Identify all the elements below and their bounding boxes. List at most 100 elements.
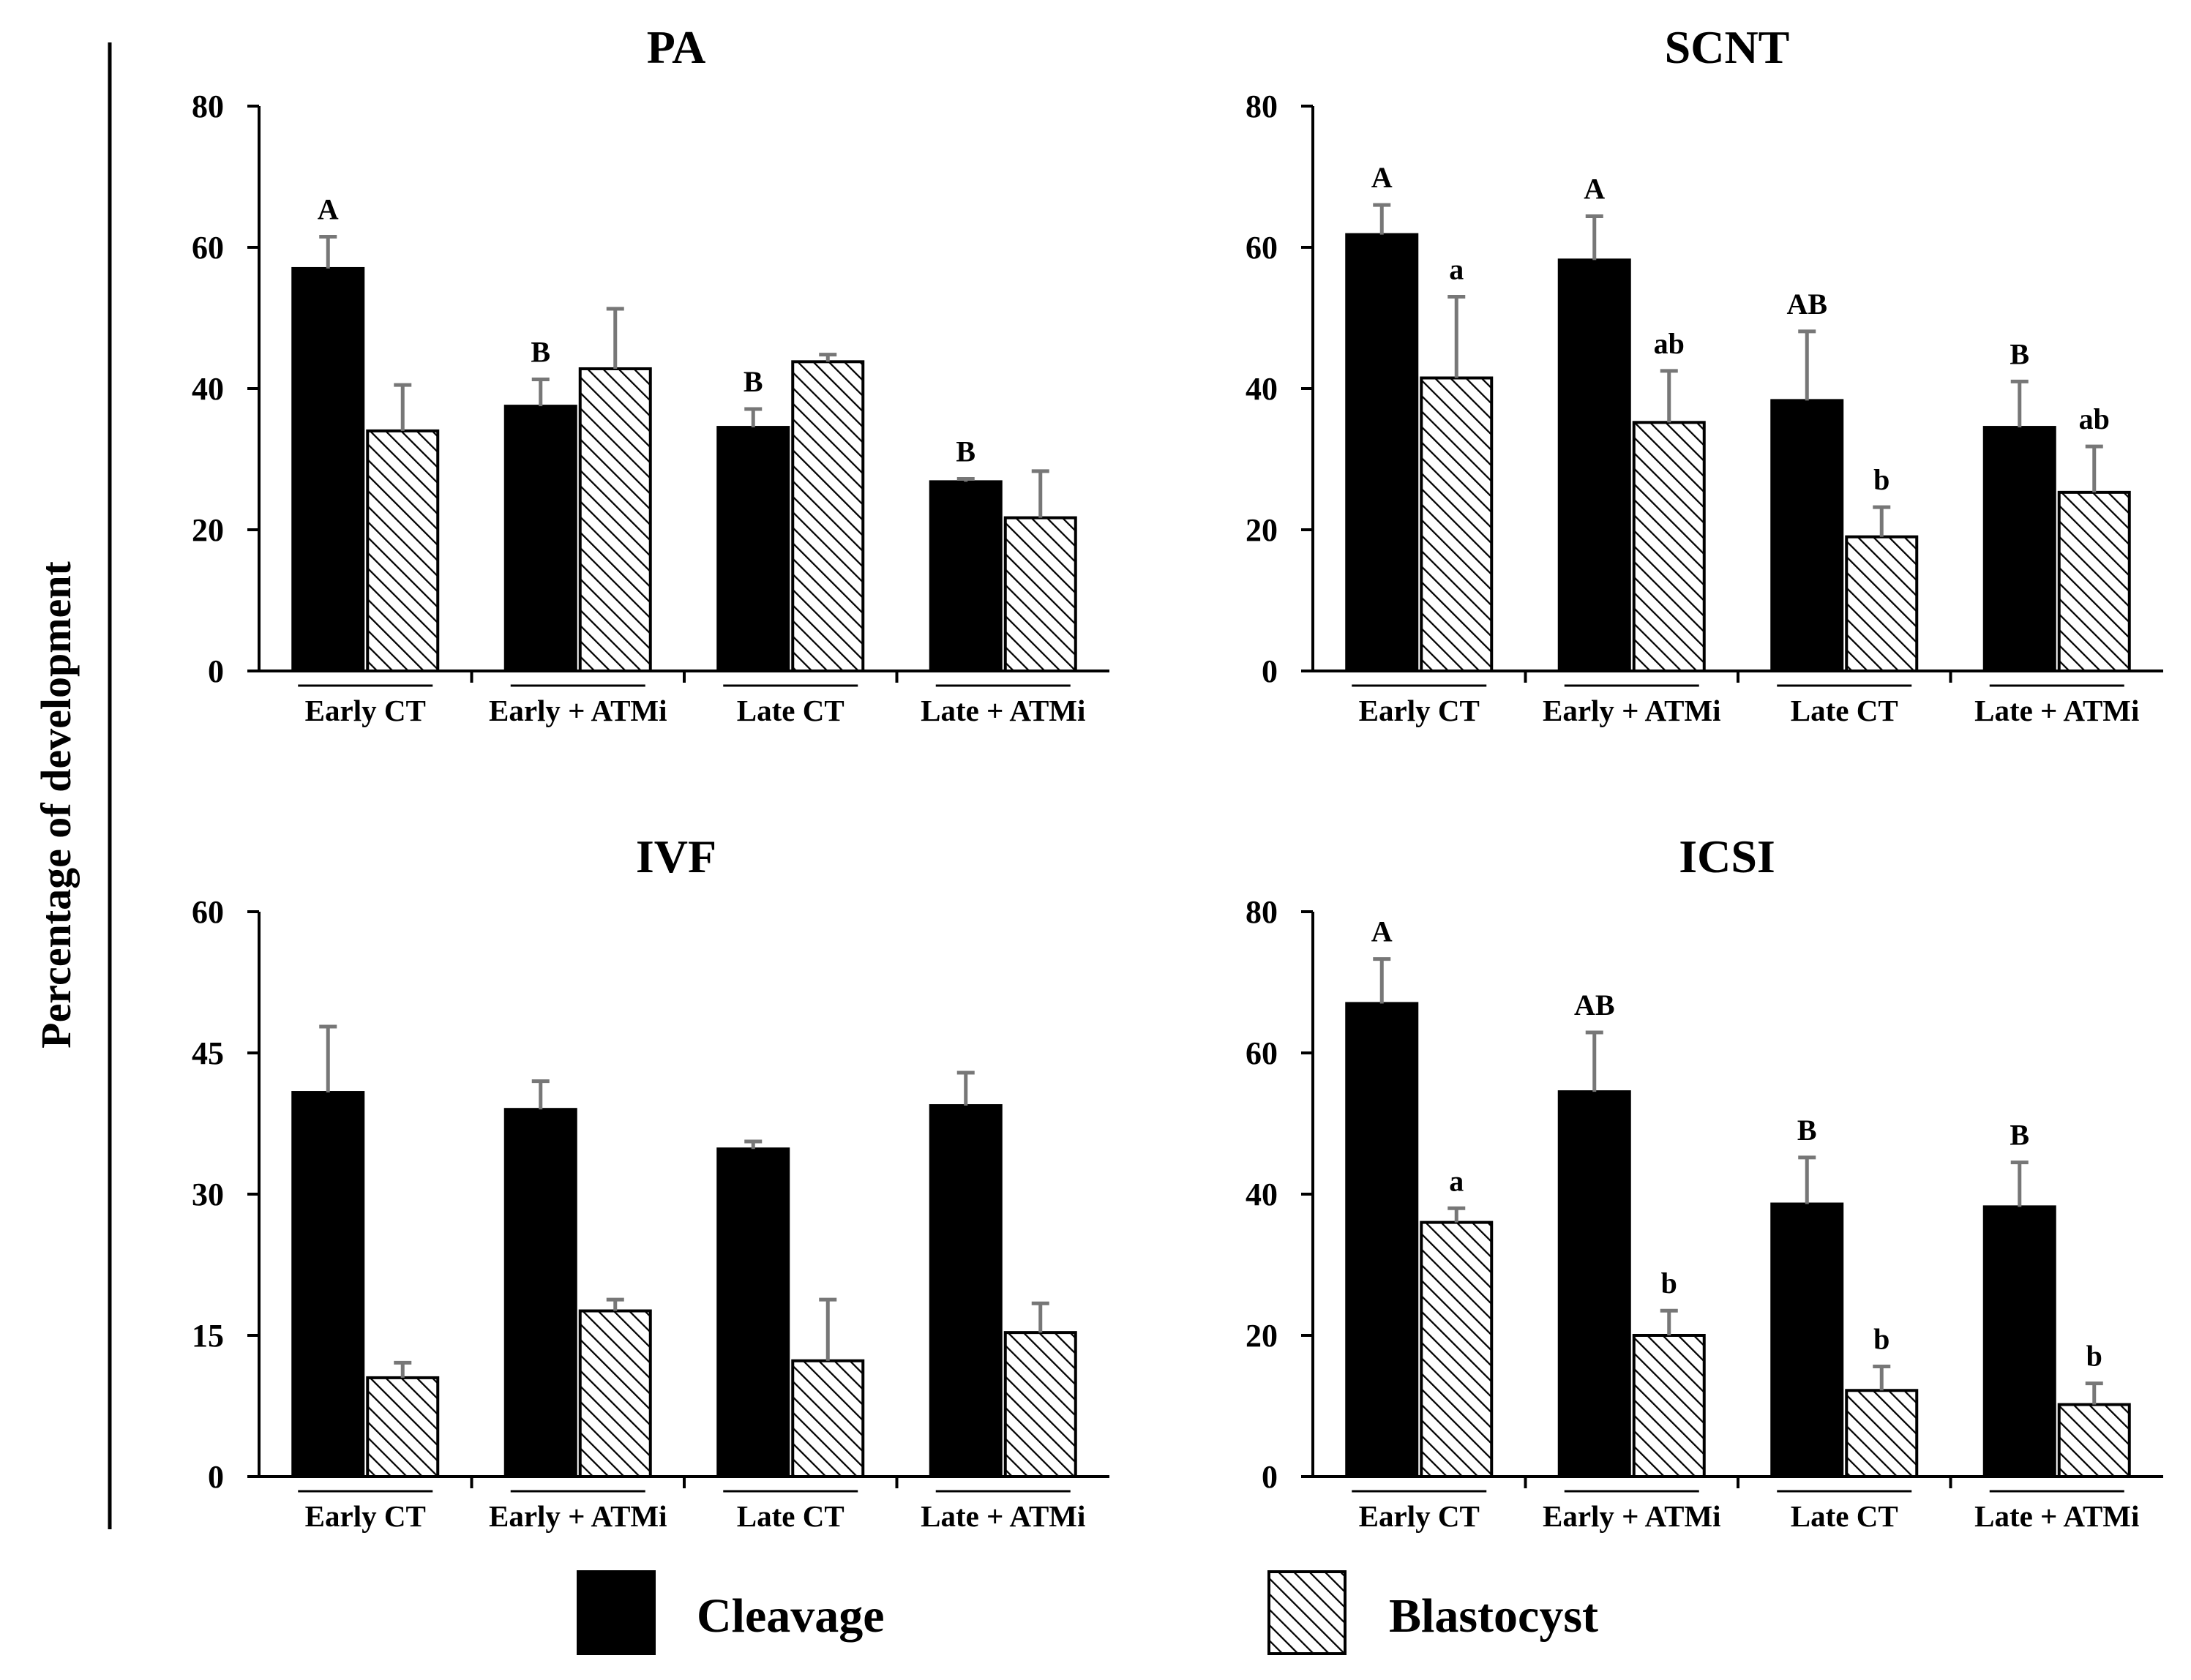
pa-significance-label: B xyxy=(956,435,975,468)
pa-bar-cleavage xyxy=(503,405,577,672)
scnt-category-label: Early CT xyxy=(1359,694,1480,727)
ivf-y-tick-label: 30 xyxy=(192,1177,224,1212)
ivf-bar-cleavage xyxy=(291,1091,365,1479)
icsi-y-tick-label: 0 xyxy=(1262,1459,1278,1495)
ivf-title: IVF xyxy=(636,830,716,882)
icsi-significance-label: b xyxy=(1661,1267,1677,1300)
scnt-y-tick-label: 60 xyxy=(1246,230,1278,266)
pa-category-label: Early CT xyxy=(305,694,426,727)
icsi-significance-label: B xyxy=(1797,1114,1817,1147)
scnt-bar-blastocyst xyxy=(1420,376,1494,673)
pa-y-tick-label: 20 xyxy=(192,512,224,548)
icsi-category-label: Early + ATMi xyxy=(1543,1499,1721,1533)
pa-y-tick-label: 60 xyxy=(192,230,224,266)
icsi-significance-label: a xyxy=(1449,1164,1464,1197)
scnt-bar-cleavage xyxy=(1982,426,2056,672)
icsi-title: ICSI xyxy=(1679,830,1775,882)
scnt-y-tick-label: 20 xyxy=(1246,512,1278,548)
ivf-bar-cleavage xyxy=(716,1147,790,1478)
scnt-bar-cleavage xyxy=(1557,258,1631,672)
ivf-category-label: Early + ATMi xyxy=(489,1499,667,1533)
panels: PA 0 20 40 60 80 Early CT A Early + ATMi B Late CT… xyxy=(192,21,2163,1533)
scnt-bar-cleavage xyxy=(1770,399,1844,673)
icsi-significance-label: b xyxy=(1873,1322,1889,1355)
ivf-bar-cleavage xyxy=(503,1108,577,1478)
icsi-y-tick-label: 40 xyxy=(1246,1177,1278,1212)
legend-swatch-cleavage xyxy=(577,1570,656,1655)
scnt-significance-label: A xyxy=(1371,161,1393,194)
scnt-category-label: Late + ATMi xyxy=(1974,694,2139,727)
pa-bar-cleavage xyxy=(291,266,365,672)
icsi-significance-label: b xyxy=(2086,1340,2102,1373)
pa-y-tick-label: 0 xyxy=(208,653,224,689)
pa-significance-label: B xyxy=(531,335,550,368)
panel-ivf: IVF 0 15 30 45 60 Early CT Early + ATMi Late CT L… xyxy=(192,830,1109,1533)
scnt-category-label: Late CT xyxy=(1791,694,1898,727)
scnt-significance-label: a xyxy=(1449,253,1464,286)
ivf-category-label: Late + ATMi xyxy=(921,1499,1085,1533)
legend: Cleavage Blastocyst xyxy=(577,1570,1598,1655)
icsi-bar-blastocyst xyxy=(1632,1334,1706,1478)
pa-bar-blastocyst xyxy=(1003,516,1077,672)
pa-bar-blastocyst xyxy=(791,360,865,672)
scnt-significance-label: A xyxy=(1584,173,1605,206)
icsi-y-tick-label: 20 xyxy=(1246,1318,1278,1354)
pa-bar-cleavage xyxy=(716,426,790,672)
icsi-category-label: Late CT xyxy=(1791,1499,1898,1533)
icsi-significance-label: AB xyxy=(1574,989,1615,1021)
scnt-bar-blastocyst xyxy=(2057,490,2131,672)
scnt-bar-blastocyst xyxy=(1632,421,1706,672)
icsi-significance-label: B xyxy=(2010,1119,2029,1152)
pa-bar-blastocyst xyxy=(578,367,652,672)
ivf-bar-blastocyst xyxy=(1003,1331,1077,1479)
pa-title: PA xyxy=(647,21,706,73)
icsi-bar-blastocyst xyxy=(2057,1403,2131,1478)
ivf-y-tick-label: 0 xyxy=(208,1459,224,1495)
shared-y-axis-label: Percentage of development xyxy=(32,560,80,1048)
scnt-title: SCNT xyxy=(1665,21,1790,73)
icsi-bar-blastocyst xyxy=(1420,1220,1494,1478)
icsi-bar-cleavage xyxy=(1982,1205,2056,1478)
scnt-bar-blastocyst xyxy=(1845,535,1919,673)
legend-label-blastocyst: Blastocyst xyxy=(1389,1589,1598,1643)
icsi-bar-cleavage xyxy=(1770,1202,1844,1478)
ivf-bar-blastocyst xyxy=(791,1359,865,1478)
ivf-category-label: Late CT xyxy=(737,1499,844,1533)
pa-bar-blastocyst xyxy=(366,429,440,673)
panel-pa: PA 0 20 40 60 80 Early CT A Early + ATMi B Late CT… xyxy=(192,21,1109,727)
icsi-bar-cleavage xyxy=(1557,1090,1631,1478)
scnt-significance-label: B xyxy=(2010,337,2029,370)
scnt-y-tick-label: 0 xyxy=(1262,653,1278,689)
icsi-category-label: Early CT xyxy=(1359,1499,1480,1533)
ivf-bar-blastocyst xyxy=(578,1309,652,1478)
ivf-y-tick-label: 15 xyxy=(192,1318,224,1354)
pa-bar-cleavage xyxy=(929,480,1003,672)
scnt-y-tick-label: 40 xyxy=(1246,371,1278,407)
icsi-y-tick-label: 60 xyxy=(1246,1035,1278,1071)
panel-scnt: SCNT 0 20 40 60 80 Early CT Aa Early + ATMi Aab La… xyxy=(1246,21,2163,727)
icsi-category-label: Late + ATMi xyxy=(1974,1499,2139,1533)
scnt-y-tick-label: 80 xyxy=(1246,89,1278,124)
pa-y-tick-label: 80 xyxy=(192,89,224,124)
scnt-bar-cleavage xyxy=(1345,233,1419,672)
ivf-bar-cleavage xyxy=(929,1104,1003,1478)
ivf-bar-blastocyst xyxy=(366,1376,440,1479)
pa-category-label: Early + ATMi xyxy=(489,694,667,727)
scnt-significance-label: AB xyxy=(1786,288,1827,320)
pa-category-label: Late + ATMi xyxy=(921,694,1085,727)
icsi-bar-cleavage xyxy=(1345,1002,1419,1478)
ivf-category-label: Early CT xyxy=(305,1499,426,1533)
icsi-y-tick-label: 80 xyxy=(1246,894,1278,930)
pa-significance-label: B xyxy=(744,365,763,398)
ivf-y-tick-label: 60 xyxy=(192,894,224,930)
legend-label-cleavage: Cleavage xyxy=(697,1589,885,1643)
icsi-significance-label: A xyxy=(1371,915,1393,948)
icsi-bar-blastocyst xyxy=(1845,1389,1919,1479)
legend-swatch-blastocyst xyxy=(1267,1570,1347,1655)
ivf-y-tick-label: 45 xyxy=(192,1035,224,1071)
pa-significance-label: A xyxy=(318,193,339,226)
scnt-significance-label: ab xyxy=(1654,327,1685,360)
scnt-category-label: Early + ATMi xyxy=(1543,694,1721,727)
pa-y-tick-label: 40 xyxy=(192,371,224,407)
